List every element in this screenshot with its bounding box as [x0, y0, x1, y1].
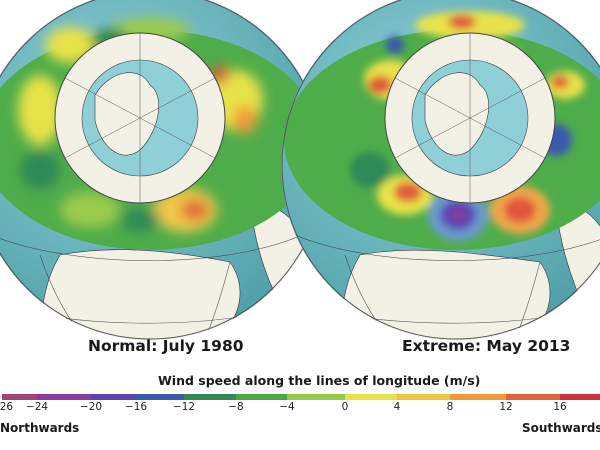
africa-landmass — [339, 249, 551, 340]
caption-extreme: Extreme: May 2013 — [402, 337, 571, 355]
color-scale-segment — [236, 394, 287, 400]
color-scale-tick: −8 — [228, 401, 244, 413]
color-scale-segment — [506, 394, 560, 400]
southwards-label: Southwards — [522, 421, 600, 435]
color-scale-tick: −26 — [0, 401, 14, 413]
color-scale-tick: 16 — [553, 401, 567, 413]
asia-landmass — [554, 199, 600, 321]
color-scale-segment — [2, 394, 37, 400]
color-scale-tick: 4 — [393, 401, 401, 413]
caption-normal: Normal: July 1980 — [88, 337, 244, 355]
africa-landmass — [39, 249, 241, 340]
color-scale-tick: −16 — [124, 401, 148, 413]
legend-title: Wind speed along the lines of longitude … — [158, 373, 481, 388]
color-scale-tick: −24 — [25, 401, 49, 413]
color-scale-segment — [136, 394, 184, 400]
color-scale-segment — [184, 394, 236, 400]
northwards-label: Northwards — [0, 421, 80, 435]
color-scale-segment — [450, 394, 506, 400]
color-scale-tick: 0 — [341, 401, 349, 413]
color-scale-tick: 8 — [446, 401, 454, 413]
color-scale-segment — [287, 394, 345, 400]
globe-normal-july-1980 — [0, 0, 325, 340]
color-scale-tick: −12 — [172, 401, 196, 413]
color-scale-tick: 12 — [499, 401, 513, 413]
color-scale-tick: −4 — [279, 401, 295, 413]
color-scale-segment — [397, 394, 450, 400]
color-scale-segment — [37, 394, 91, 400]
globe-extreme-may-2013 — [281, 0, 600, 340]
color-scale-segment — [560, 394, 600, 400]
color-scale-ticks: −26 −24 −20 −16 −12 −8 −4 0 4 8 12 16 — [0, 401, 600, 417]
color-scale-segment — [345, 394, 397, 400]
color-scale-bar — [2, 394, 600, 400]
color-scale-tick: −20 — [79, 401, 103, 413]
color-scale-segment — [91, 394, 136, 400]
